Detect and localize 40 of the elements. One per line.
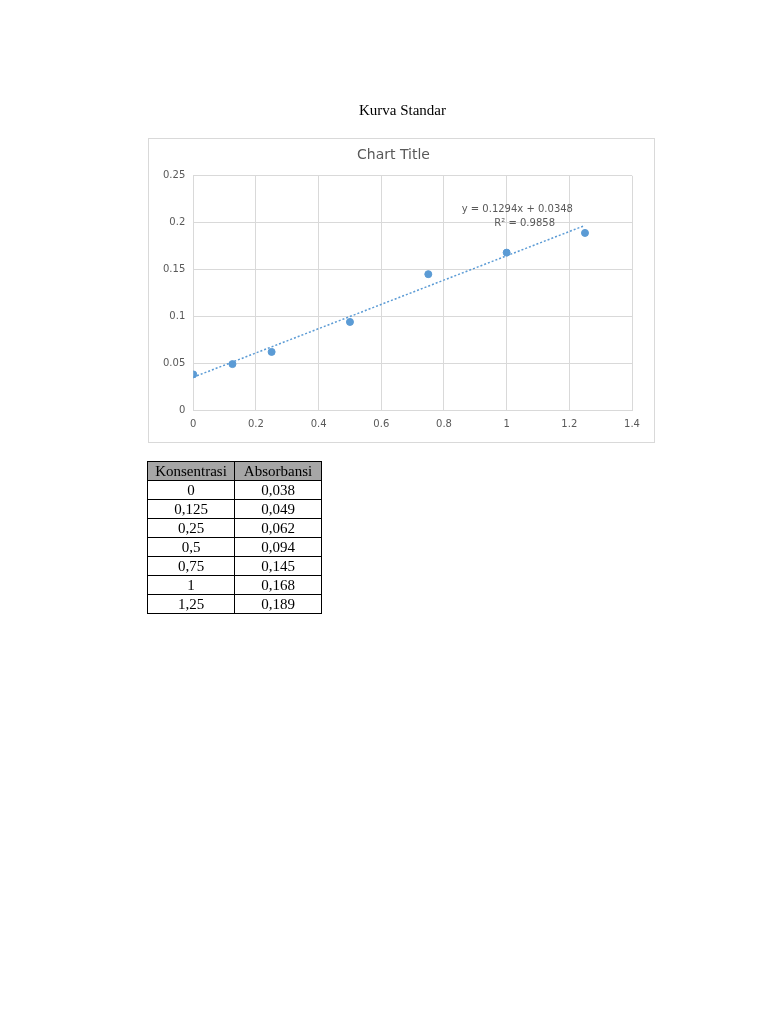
annotation: R² = 0.9858: [494, 217, 555, 229]
point: [580, 228, 589, 237]
x-tick-label: 1.4: [624, 417, 640, 429]
text: 0,5: [147, 537, 235, 557]
text: 0,168: [234, 575, 322, 595]
text: 0,145: [234, 556, 322, 576]
x-tick-label: 0.2: [247, 417, 264, 429]
x-tick-label: 1: [503, 417, 510, 429]
text: 0,062: [234, 518, 322, 538]
annotation: y = 0.1294x + 0.0348: [461, 203, 573, 215]
point: [228, 360, 237, 369]
y-tick-label: 0.25: [163, 169, 186, 181]
y-tick-label: 0: [178, 403, 186, 415]
chart-title: Kurva Standar: [357, 102, 448, 119]
x-tick-label: 0: [190, 417, 197, 429]
point: [267, 347, 276, 356]
text: 1,25: [147, 594, 235, 614]
text: 0,189: [234, 594, 322, 614]
text: 0,094: [234, 537, 322, 557]
category-label: Absorbansi: [234, 461, 322, 481]
chart-subtitle: Chart Title: [357, 146, 430, 163]
text: 0: [147, 480, 235, 500]
text: 0,125: [147, 499, 235, 519]
point: [345, 317, 354, 326]
text: 1: [147, 575, 235, 595]
y-tick-label: 0.05: [163, 356, 186, 368]
text: 0,25: [147, 518, 235, 538]
text: 0,038: [234, 480, 322, 500]
text: 0,049: [234, 499, 322, 519]
category-label: Konsentrasi: [147, 461, 235, 481]
x-tick-label: 1.2: [561, 417, 578, 429]
point: [424, 270, 433, 279]
y-tick-label: 0.1: [169, 309, 186, 321]
x-tick-label: 0.6: [373, 417, 390, 429]
x-tick-label: 0.8: [436, 417, 452, 429]
point: [502, 248, 511, 257]
text: 0,75: [147, 556, 235, 576]
y-tick-label: 0.15: [163, 263, 186, 275]
x-tick-label: 0.4: [310, 417, 327, 429]
y-tick-label: 0.2: [169, 216, 186, 228]
